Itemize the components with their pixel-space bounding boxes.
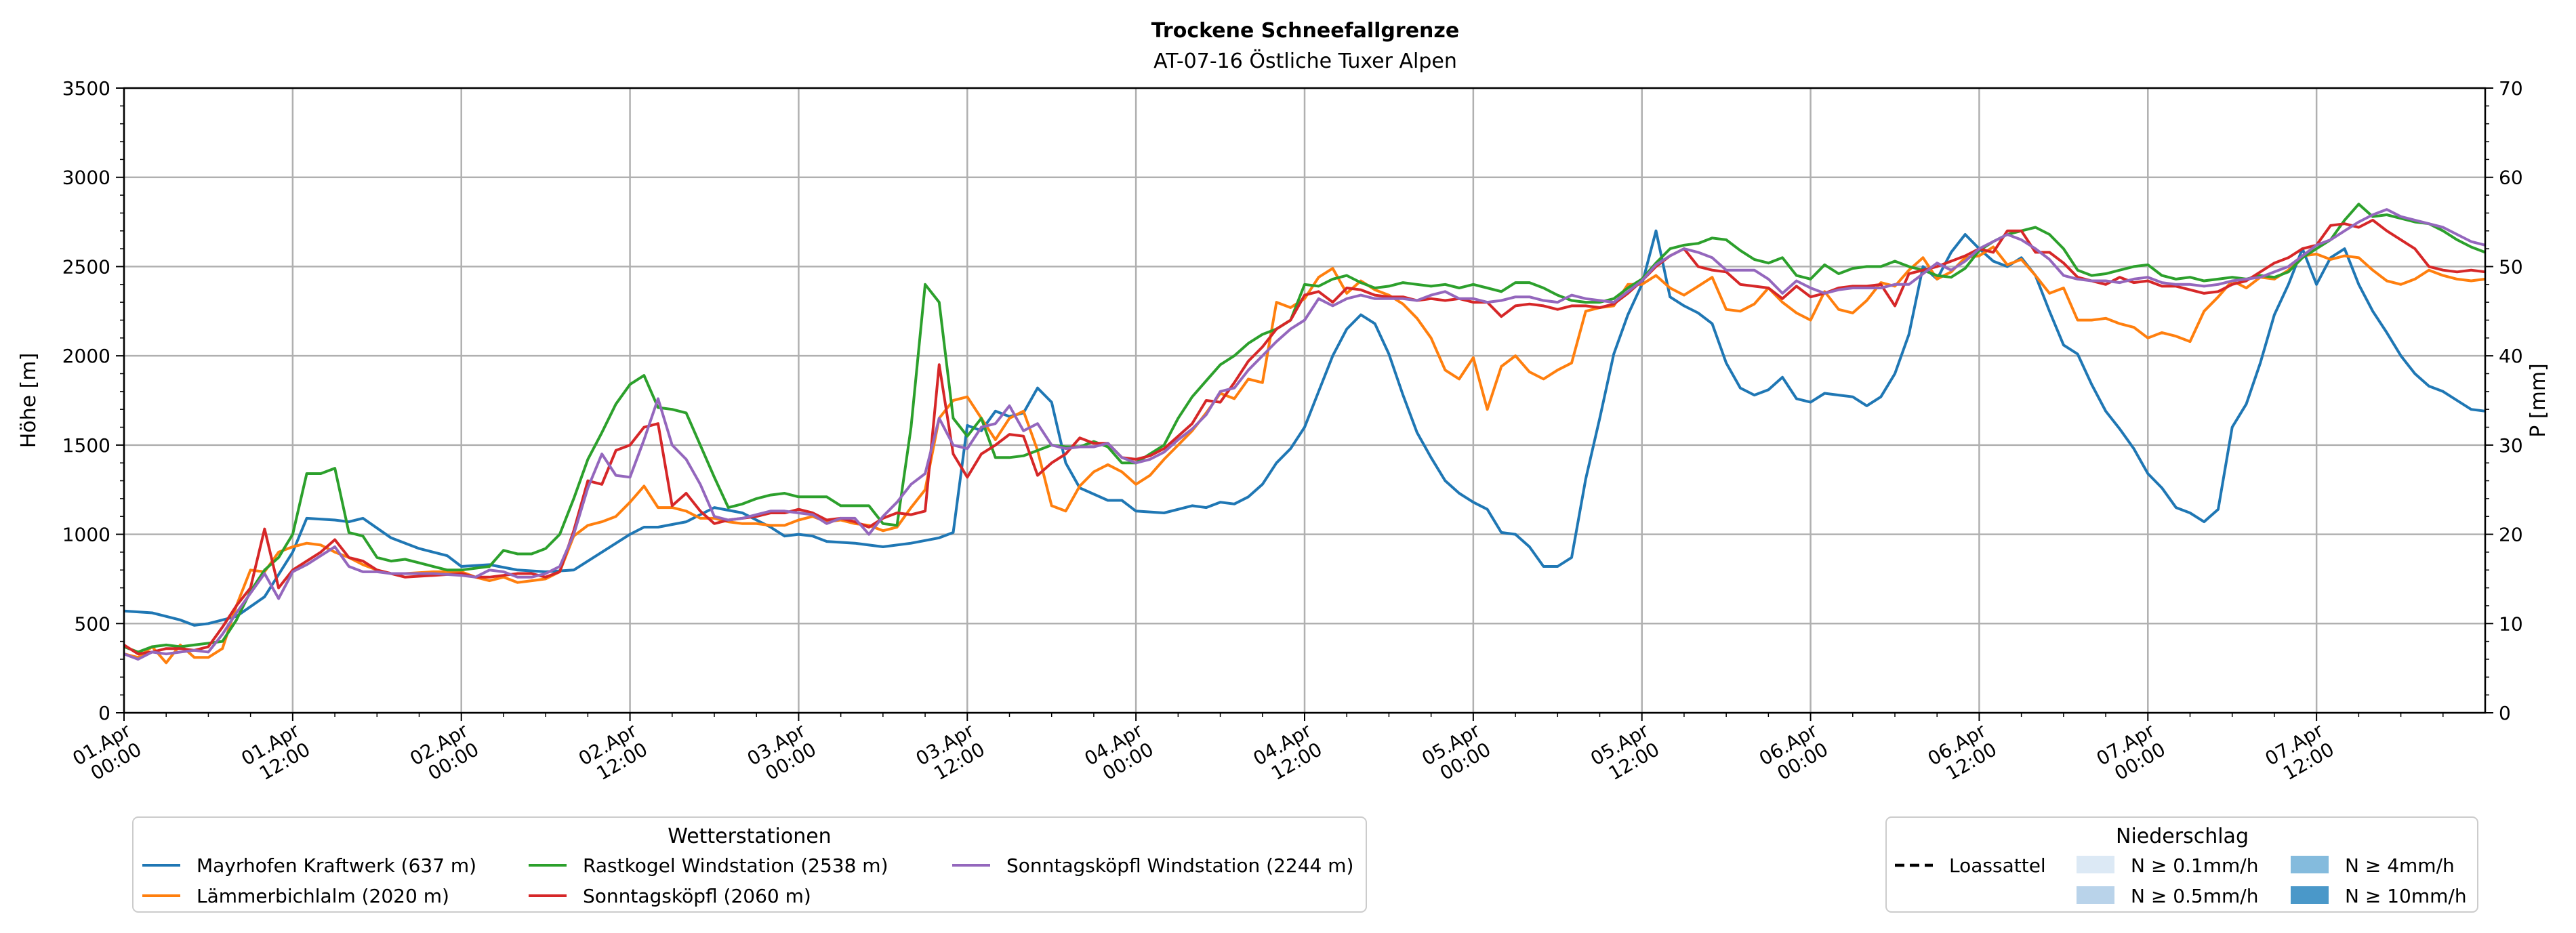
y2-tick-label: 40	[2499, 345, 2523, 367]
legend-precip-label: N ≥ 0.1mm/h	[2131, 854, 2258, 877]
legend-precip-swatch	[2291, 886, 2329, 904]
y-tick-label: 3000	[62, 167, 110, 189]
series-line	[123, 203, 2486, 654]
legend-precip-label: Loassattel	[1949, 854, 2046, 877]
y-tick-label: 0	[98, 702, 110, 724]
chart-title: Trockene Schneefallgrenze	[1151, 19, 1459, 43]
series-layer	[123, 203, 2486, 665]
y2-tick-label: 30	[2499, 434, 2523, 457]
grid	[123, 87, 2485, 714]
y-axis-label: Höhe [m]	[17, 353, 41, 449]
y2-tick-label: 70	[2499, 77, 2523, 100]
y2-tick-label: 50	[2499, 255, 2523, 278]
y2-axis-label: P [mm]	[2527, 363, 2550, 437]
legend-precip-swatch	[2077, 856, 2114, 873]
y-tick-label: 1000	[62, 524, 110, 546]
legend-station-label: Sonntagsköpfl (2060 m)	[583, 885, 811, 907]
series-line	[123, 245, 2486, 665]
legend-station-label: Sonntagsköpfl Windstation (2244 m)	[1006, 854, 1353, 877]
legend-precip-label: N ≥ 4mm/h	[2345, 854, 2455, 877]
legend-precip-swatch	[2077, 886, 2114, 904]
legend-precip-label: N ≥ 10mm/h	[2345, 885, 2467, 907]
y2-tick-label: 10	[2499, 613, 2523, 635]
legend-station-label: Lämmerbichlalm (2020 m)	[197, 885, 449, 907]
legend-station-label: Rastkogel Windstation (2538 m)	[583, 854, 888, 877]
y-tick-label: 500	[75, 613, 110, 635]
y-tick-label: 1500	[62, 434, 110, 457]
legend-precip-frame	[1885, 816, 2478, 913]
y2-tick-label: 20	[2499, 524, 2523, 546]
y-tick-label: 2000	[62, 345, 110, 367]
legend-precip-title: Niederschlag	[2116, 825, 2249, 848]
legend-stations: Wetterstationen Mayrhofen Kraftwerk (637…	[132, 816, 1367, 913]
legend-stations-frame	[132, 816, 1367, 913]
y2-tick-label: 0	[2499, 702, 2511, 724]
legend-precip: Niederschlag Loassattel N ≥ 0.1mm/h N ≥ 4m…	[1885, 816, 2478, 913]
legend-stations-title: Wetterstationen	[668, 825, 831, 848]
y-tick-label: 3500	[62, 77, 110, 100]
y2-tick-label: 60	[2499, 167, 2523, 189]
series-line	[123, 208, 2486, 661]
chart-subtitle: AT-07-16 Östliche Tuxer Alpen	[1153, 49, 1457, 73]
legend-station-label: Mayrhofen Kraftwerk (637 m)	[197, 854, 476, 877]
legend-precip-swatch	[2291, 856, 2329, 873]
y-axis-right: 0 10 20 30 40 50 60 70	[2485, 77, 2523, 724]
y-tick-label: 2500	[62, 255, 110, 278]
legend-precip-label: N ≥ 0.5mm/h	[2131, 885, 2258, 907]
series-line	[123, 229, 2486, 627]
y-axis-left: 0 500 1000 1500 2000 2500 3000 3500	[62, 77, 124, 724]
